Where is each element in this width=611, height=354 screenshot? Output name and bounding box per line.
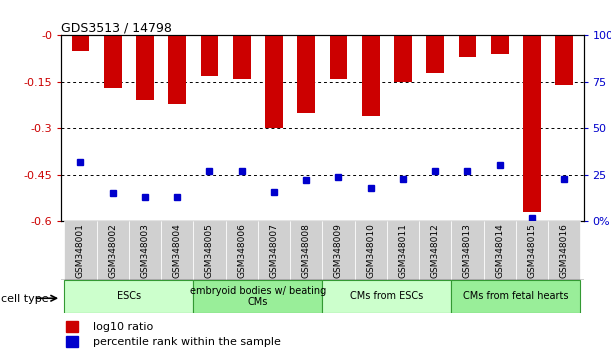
Text: GSM348012: GSM348012 [431,223,440,278]
Bar [323,221,354,280]
Text: GSM348015: GSM348015 [527,223,536,278]
Bar [193,280,323,313]
Text: GSM348013: GSM348013 [463,223,472,278]
Bar [97,221,129,280]
Bar [548,221,580,280]
Bar [323,280,452,313]
Bar [66,321,78,332]
Bar [64,280,193,313]
Bar [64,221,97,280]
Bar [66,336,78,347]
Bar [491,35,508,54]
Bar [426,35,444,73]
Text: CMs from ESCs: CMs from ESCs [350,291,423,302]
Bar [483,221,516,280]
Bar [200,35,218,76]
Text: GSM348007: GSM348007 [269,223,279,278]
Bar [523,35,541,212]
Text: GDS3513 / 14798: GDS3513 / 14798 [61,21,172,34]
Text: GSM348005: GSM348005 [205,223,214,278]
Bar [387,221,419,280]
Bar [362,35,379,116]
Text: cell type: cell type [1,294,49,304]
Bar [161,221,193,280]
Bar [233,35,251,79]
Text: GSM348008: GSM348008 [302,223,310,278]
Text: GSM348003: GSM348003 [141,223,150,278]
Text: embryoid bodies w/ beating
CMs: embryoid bodies w/ beating CMs [189,286,326,307]
Bar [265,35,283,128]
Text: GSM348009: GSM348009 [334,223,343,278]
Text: GSM348016: GSM348016 [560,223,569,278]
Bar [225,221,258,280]
Bar [136,35,154,101]
Text: GSM348001: GSM348001 [76,223,85,278]
Bar [458,35,477,57]
Text: GSM348010: GSM348010 [366,223,375,278]
Bar [290,221,323,280]
Text: GSM348014: GSM348014 [495,223,504,278]
Text: GSM348011: GSM348011 [398,223,408,278]
Text: log10 ratio: log10 ratio [93,321,153,332]
Bar [452,221,483,280]
Bar [258,221,290,280]
Bar [516,221,548,280]
Bar [129,221,161,280]
Bar [329,35,347,79]
Bar [71,35,89,51]
Text: ESCs: ESCs [117,291,141,302]
Bar [104,35,122,88]
Bar [394,35,412,82]
Bar [298,35,315,113]
Bar [354,221,387,280]
Bar [452,280,580,313]
Bar [168,35,186,103]
Text: GSM348004: GSM348004 [173,223,181,278]
Text: GSM348002: GSM348002 [108,223,117,278]
Bar [555,35,573,85]
Text: GSM348006: GSM348006 [237,223,246,278]
Bar [193,221,225,280]
Bar [419,221,452,280]
Text: CMs from fetal hearts: CMs from fetal hearts [463,291,569,302]
Text: percentile rank within the sample: percentile rank within the sample [93,337,281,347]
